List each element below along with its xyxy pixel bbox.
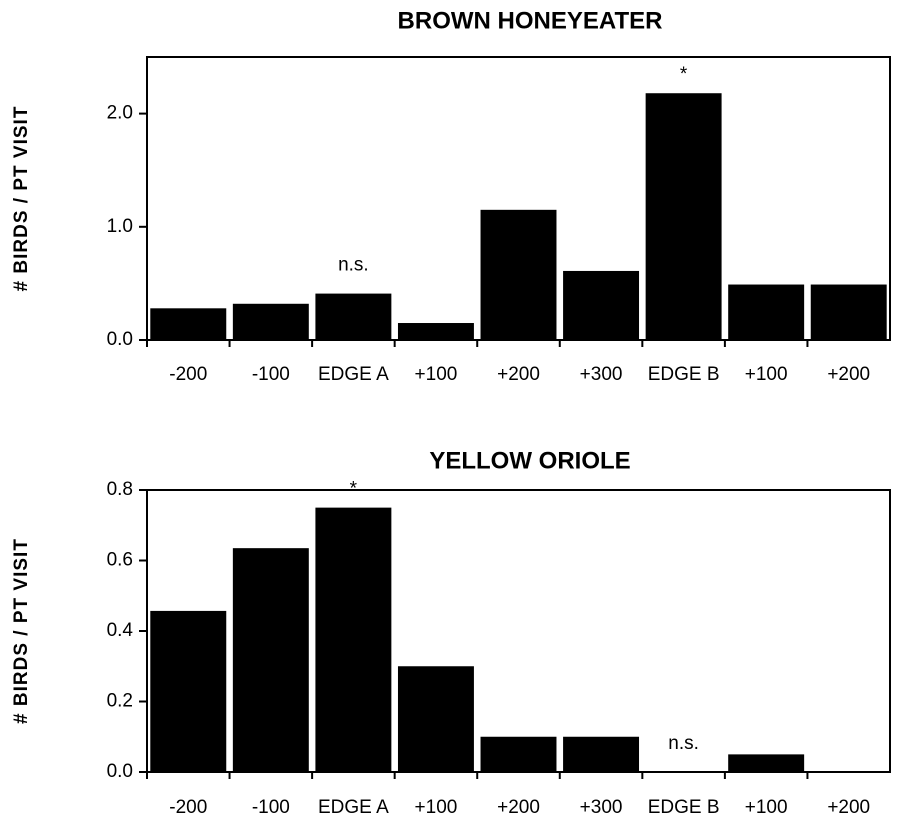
bar bbox=[810, 284, 887, 340]
x-tick-label: EDGE A bbox=[318, 797, 389, 818]
bar bbox=[397, 666, 474, 772]
y-axis-label: # BIRDS / PT VISIT bbox=[11, 538, 32, 724]
annotation: n.s. bbox=[338, 255, 369, 276]
bar bbox=[232, 303, 309, 340]
y-tick-label: 0.4 bbox=[107, 620, 134, 641]
x-tick-label: +300 bbox=[580, 797, 623, 818]
x-tick-label: +300 bbox=[580, 364, 623, 385]
y-tick-label: 0.0 bbox=[107, 761, 133, 782]
y-axis-label: # BIRDS / PT VISIT bbox=[11, 106, 32, 292]
bar bbox=[315, 507, 392, 772]
bar bbox=[563, 736, 640, 772]
y-tick-label: 0.6 bbox=[107, 550, 133, 571]
bar bbox=[232, 548, 309, 772]
x-tick-label: EDGE A bbox=[318, 364, 389, 385]
y-tick-label: 0.8 bbox=[107, 479, 133, 500]
y-tick-label: 0.2 bbox=[107, 691, 133, 712]
x-tick-label: +100 bbox=[745, 797, 788, 818]
x-tick-label: -200 bbox=[169, 797, 207, 818]
chart-title: YELLOW ORIOLE bbox=[429, 447, 630, 474]
x-tick-label: -200 bbox=[169, 364, 207, 385]
y-tick-label: 2.0 bbox=[107, 103, 133, 124]
bar bbox=[645, 93, 722, 340]
x-tick-label: -100 bbox=[252, 364, 290, 385]
bar bbox=[150, 610, 227, 772]
x-tick-label: EDGE B bbox=[648, 364, 720, 385]
y-tick-label: 0.0 bbox=[107, 329, 133, 350]
bar bbox=[150, 308, 227, 340]
annotation: * bbox=[680, 64, 688, 85]
annotation: n.s. bbox=[668, 733, 699, 754]
bar bbox=[563, 270, 640, 340]
bar bbox=[728, 754, 805, 772]
bar bbox=[480, 209, 557, 340]
x-tick-label: +200 bbox=[827, 797, 870, 818]
x-tick-label: EDGE B bbox=[648, 797, 720, 818]
bar bbox=[315, 293, 392, 340]
chart-title: BROWN HONEYEATER bbox=[398, 7, 663, 34]
bar bbox=[480, 736, 557, 772]
x-tick-label: +100 bbox=[745, 364, 788, 385]
annotation: * bbox=[350, 479, 358, 500]
y-tick-label: 1.0 bbox=[107, 216, 133, 237]
bar bbox=[397, 323, 474, 340]
bar bbox=[728, 284, 805, 340]
x-tick-label: +200 bbox=[497, 364, 540, 385]
x-tick-label: +100 bbox=[415, 797, 458, 818]
x-tick-label: -100 bbox=[252, 797, 290, 818]
x-tick-label: +200 bbox=[497, 797, 540, 818]
x-tick-label: +200 bbox=[827, 364, 870, 385]
x-tick-label: +100 bbox=[415, 364, 458, 385]
